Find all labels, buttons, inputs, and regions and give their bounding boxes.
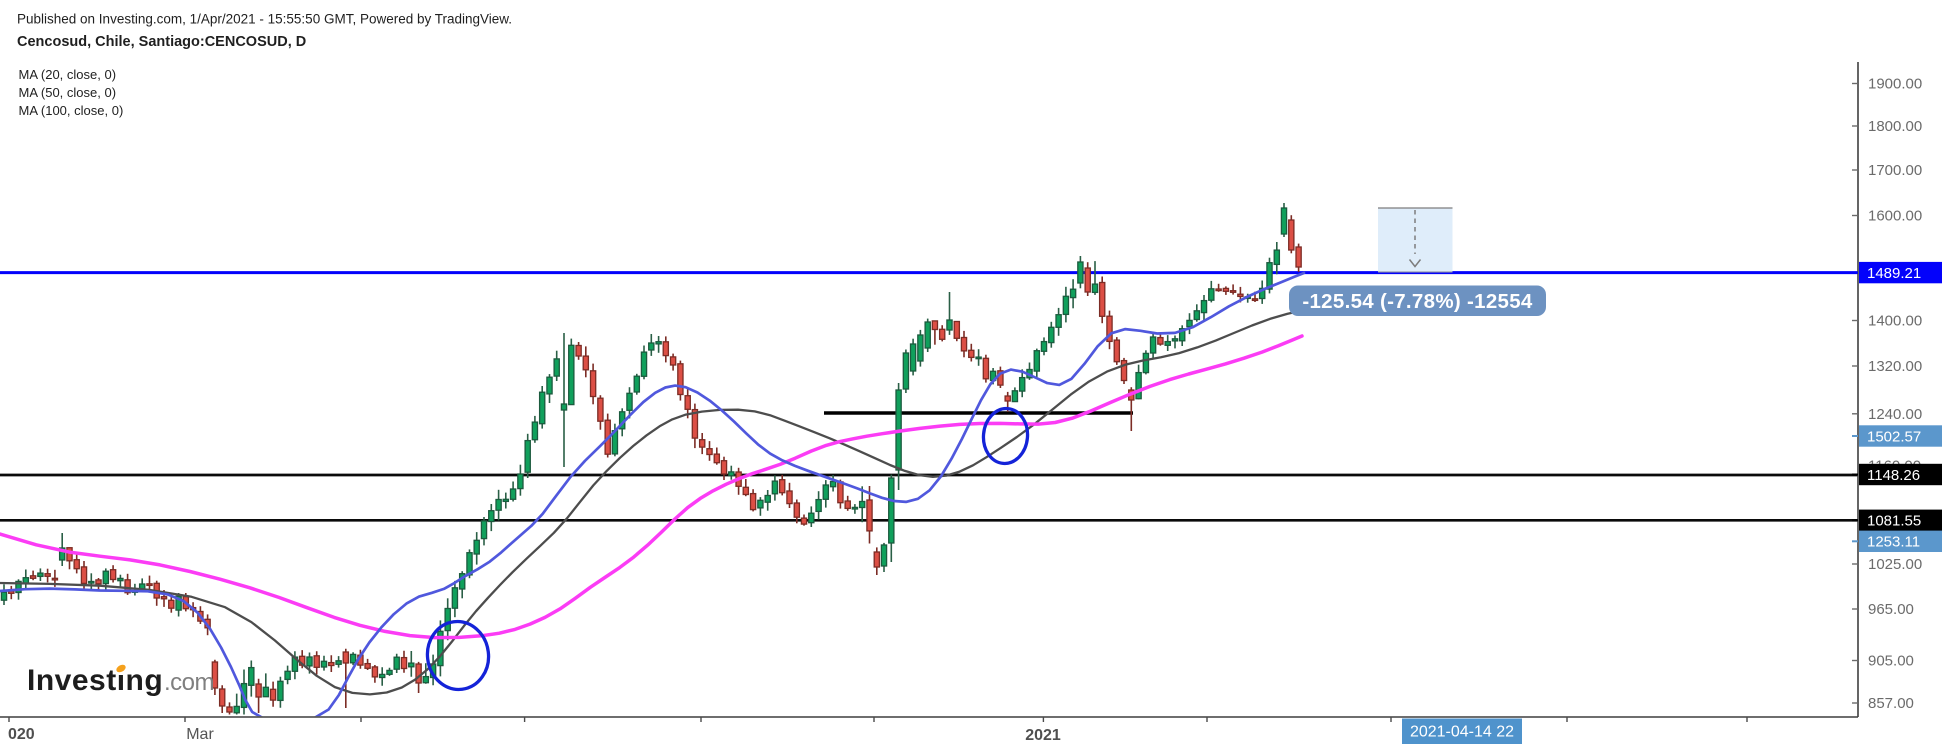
svg-text:1025.00: 1025.00 bbox=[1868, 556, 1922, 573]
svg-text:Published on Investing.com, 1/: Published on Investing.com, 1/Apr/2021 -… bbox=[17, 12, 512, 27]
svg-text:1081.55: 1081.55 bbox=[1867, 513, 1921, 530]
svg-text:1900.00: 1900.00 bbox=[1868, 76, 1922, 93]
svg-text:1489.21: 1489.21 bbox=[1867, 265, 1921, 282]
svg-text:MA (50, close, 0): MA (50, close, 0) bbox=[19, 85, 117, 100]
svg-text:1320.00: 1320.00 bbox=[1868, 358, 1922, 375]
svg-text:1700.00: 1700.00 bbox=[1868, 162, 1922, 179]
svg-text:Mar: Mar bbox=[186, 726, 214, 743]
svg-text:965.00: 965.00 bbox=[1868, 601, 1914, 618]
svg-text:1253.11: 1253.11 bbox=[1867, 534, 1920, 551]
svg-text:Cencosud, Chile, Santiago:CENC: Cencosud, Chile, Santiago:CENCOSUD, D bbox=[17, 34, 306, 50]
svg-text:MA (20, close, 0): MA (20, close, 0) bbox=[19, 67, 117, 82]
svg-text:905.00: 905.00 bbox=[1868, 653, 1914, 670]
svg-text:MA (100, close, 0): MA (100, close, 0) bbox=[19, 103, 124, 118]
svg-text:1240.00: 1240.00 bbox=[1868, 406, 1922, 423]
svg-text:Investing: Investing bbox=[27, 664, 163, 697]
svg-text:2021: 2021 bbox=[1025, 727, 1061, 744]
svg-text:1600.00: 1600.00 bbox=[1868, 208, 1922, 225]
svg-text:1148.26: 1148.26 bbox=[1867, 467, 1920, 484]
svg-text:1800.00: 1800.00 bbox=[1868, 118, 1922, 135]
svg-text:2021-04-14 22: 2021-04-14 22 bbox=[1410, 724, 1514, 741]
svg-text:857.00: 857.00 bbox=[1868, 695, 1914, 712]
svg-text:.com: .com bbox=[164, 669, 214, 696]
svg-text:-125.54 (-7.78%) -12554: -125.54 (-7.78%) -12554 bbox=[1302, 290, 1533, 313]
svg-text:020: 020 bbox=[8, 726, 35, 743]
svg-text:1400.00: 1400.00 bbox=[1868, 313, 1922, 330]
svg-text:1502.57: 1502.57 bbox=[1867, 428, 1921, 445]
